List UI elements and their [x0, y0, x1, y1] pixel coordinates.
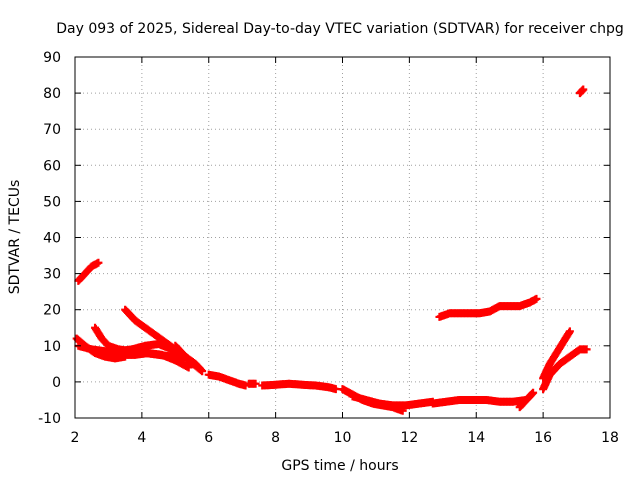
series-pass-m: [428, 395, 531, 408]
x-tick-label: 2: [71, 430, 80, 446]
y-tick-label: 80: [43, 86, 61, 102]
x-tick-label: 18: [601, 430, 619, 446]
x-tick-label: 12: [400, 430, 418, 446]
series-pass-a: [74, 258, 103, 285]
data-markers: [72, 85, 591, 415]
series-pass-i: [244, 379, 260, 388]
data-point: [184, 363, 193, 372]
grid: [75, 57, 610, 418]
x-axis-label: GPS time / hours: [281, 458, 398, 474]
y-tick-label: 90: [43, 50, 61, 66]
data-point: [94, 258, 103, 267]
data-point: [579, 85, 588, 94]
series-pass-l: [348, 392, 437, 410]
series-pass-r: [575, 85, 588, 98]
data-point: [565, 327, 574, 336]
y-tick-label: 30: [43, 267, 61, 283]
x-tick-label: 8: [271, 430, 280, 446]
data-point: [331, 385, 340, 394]
data-point: [582, 345, 591, 354]
series-pass-o: [435, 294, 541, 321]
x-tick-label: 10: [334, 430, 352, 446]
series-pass-n: [515, 388, 538, 412]
y-tick-label: 60: [43, 158, 61, 174]
series-pass-j: [258, 379, 340, 394]
series-pass-h: [204, 370, 250, 390]
y-tick-label: 10: [43, 339, 61, 355]
y-tick-label: -10: [38, 411, 61, 427]
y-tick-label: 50: [43, 194, 61, 210]
data-point: [251, 379, 260, 388]
series-pass-q: [539, 345, 591, 394]
x-tick-label: 6: [204, 430, 213, 446]
chart-title: Day 093 of 2025, Sidereal Day-to-day VTE…: [56, 21, 624, 37]
y-tick-label: 40: [43, 231, 61, 247]
axes: 2 4 6 8 10 12 14 16 18 -10 0 10 20 30 40 50 60 70 80 90: [38, 50, 619, 446]
y-tick-label: 20: [43, 303, 61, 319]
y-tick-label: 70: [43, 122, 61, 138]
x-tick-label: 16: [534, 430, 552, 446]
x-tick-label: 4: [137, 430, 146, 446]
y-axis-label: SDTVAR / TECUs: [7, 180, 23, 295]
series-pass-f: [101, 349, 193, 372]
data-point: [198, 367, 207, 376]
x-tick-label: 14: [467, 430, 485, 446]
series-pass-p: [539, 327, 574, 383]
y-tick-label: 0: [52, 375, 61, 391]
series-pass-g: [171, 341, 207, 376]
data-point: [532, 294, 541, 303]
data-point: [529, 388, 538, 397]
